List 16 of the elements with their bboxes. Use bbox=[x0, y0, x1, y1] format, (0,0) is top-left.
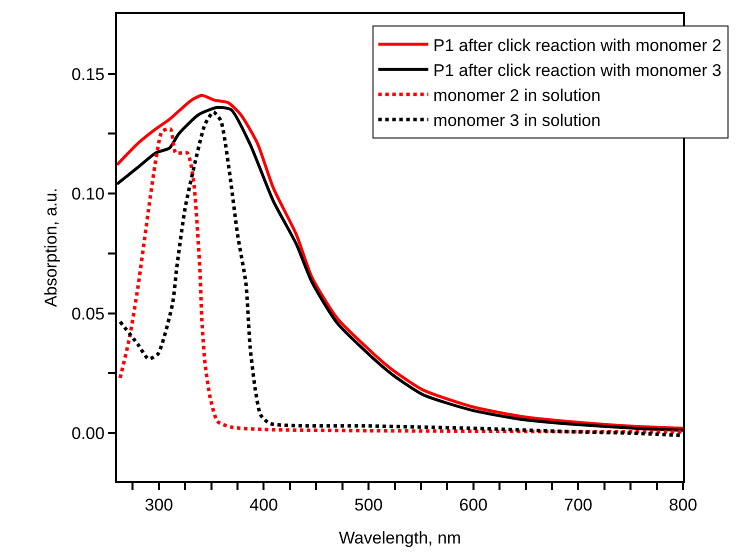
x-tick-label: 400 bbox=[250, 495, 278, 514]
x-tick-label: 600 bbox=[459, 495, 488, 514]
y-axis-title: Absorption, a.u. bbox=[42, 188, 61, 308]
legend-label: P1 after click reaction with monomer 2 bbox=[433, 36, 722, 55]
x-axis-title: Wavelength, nm bbox=[338, 528, 462, 548]
x-tick-label: 300 bbox=[144, 495, 174, 514]
x-tick-label: 800 bbox=[668, 495, 698, 514]
y-tick-label: 0.15 bbox=[72, 64, 105, 84]
y-tick-label: 0.05 bbox=[72, 304, 105, 324]
legend-label: P1 after click reaction with monomer 3 bbox=[433, 60, 722, 80]
y-tick-label: 0.00 bbox=[72, 424, 105, 444]
x-tick-label: 500 bbox=[354, 495, 383, 514]
y-tick-label: 0.10 bbox=[72, 184, 105, 204]
x-tick-label: 700 bbox=[564, 495, 592, 514]
legend-label: monomer 2 in solution bbox=[433, 86, 601, 106]
legend-label: monomer 3 in solution bbox=[433, 111, 601, 130]
